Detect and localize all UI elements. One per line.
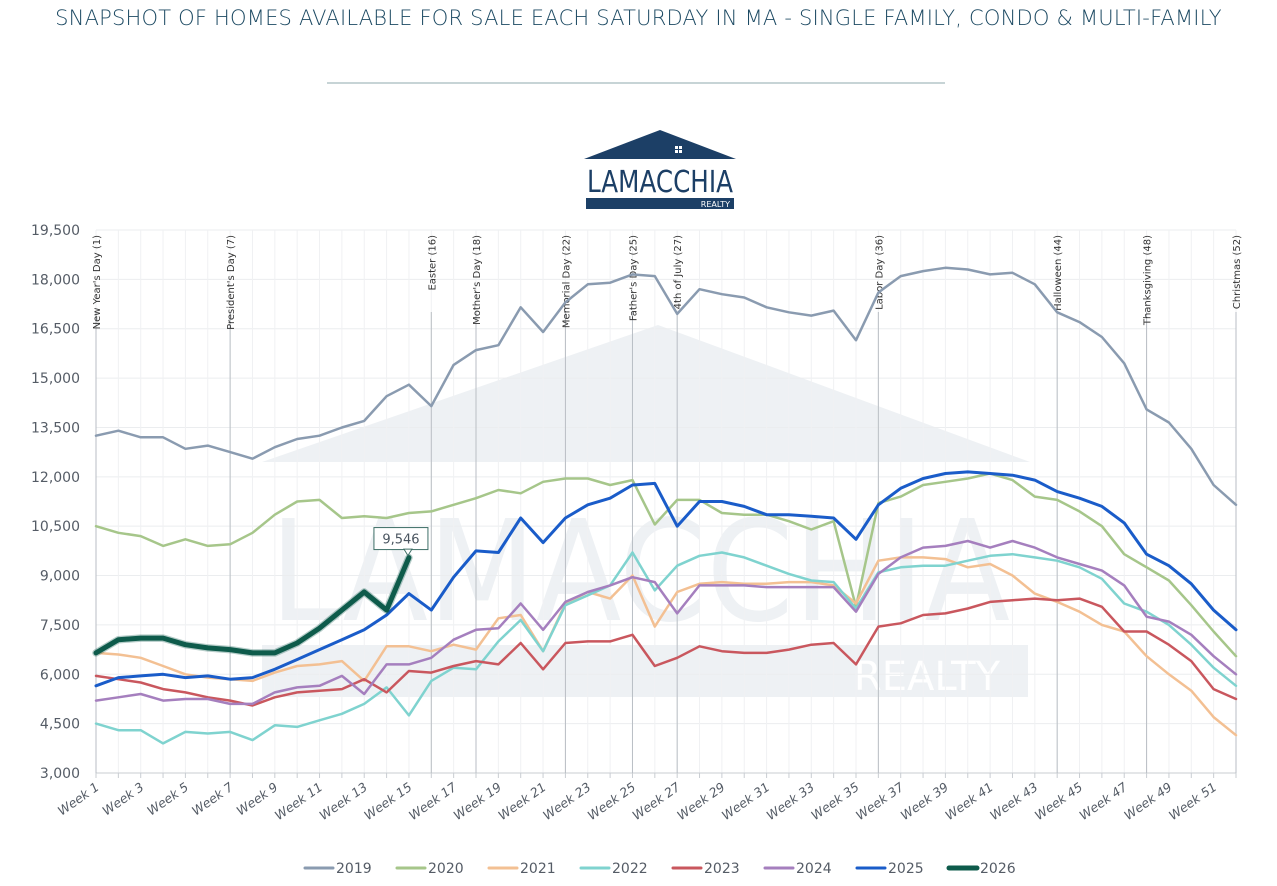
callout-value: 9,546	[382, 533, 419, 548]
y-tick-label: 15,000	[31, 371, 80, 387]
legend-item-2022[interactable]: 2022	[579, 861, 648, 877]
title-divider	[327, 82, 945, 84]
svg-text:REALTY: REALTY	[854, 654, 1001, 700]
logo-tagline: REALTY	[701, 200, 730, 209]
holiday-label: Father's Day (25)	[628, 235, 639, 321]
x-tick-label: Week 35	[808, 779, 862, 823]
x-tick-label: Week 25	[585, 779, 639, 823]
holiday-label: Labor Day (36)	[874, 235, 885, 310]
x-tick-label: Week 27	[629, 779, 683, 823]
legend-item-2021[interactable]: 2021	[487, 861, 556, 877]
y-tick-label: 12,000	[31, 470, 80, 486]
series-line-2026	[93, 555, 412, 656]
x-tick-label: Week 1	[55, 779, 102, 818]
y-tick-label: 9,000	[40, 569, 80, 585]
legend-label: 2026	[980, 861, 1016, 877]
logo-roof-icon	[584, 130, 736, 159]
x-tick-label: Week 43	[987, 779, 1041, 823]
x-tick-label: Week 17	[406, 779, 460, 823]
x-tick-label: Week 45	[1032, 779, 1086, 823]
x-tick-label: Week 41	[942, 779, 996, 823]
y-tick-label: 18,000	[31, 272, 80, 288]
holiday-label: Mother's Day (18)	[472, 235, 483, 325]
x-tick-label: Week 39	[898, 779, 952, 823]
series-line-2019	[94, 266, 1238, 507]
series-lines	[92, 266, 1238, 745]
legend-label: 2020	[428, 861, 464, 877]
y-tick-label: 13,500	[31, 420, 80, 436]
holiday-label: Thanksgiving (48)	[1143, 235, 1154, 326]
page-title: SNAPSHOT OF HOMES AVAILABLE FOR SALE EAC…	[55, 6, 1222, 30]
x-tick-label: Week 3	[99, 779, 146, 818]
y-tick-label: 19,500	[31, 223, 80, 239]
watermark-roof-icon	[262, 325, 1030, 462]
y-axis: 3,000 4,500 6,000 7,500 9,000 10,500 12,000 13,…	[31, 223, 80, 782]
y-tick-label: 10,500	[31, 519, 80, 535]
legend-item-2023[interactable]: 2023	[671, 861, 740, 877]
series-line-2024	[94, 539, 1238, 706]
x-tick-label: Week 7	[189, 779, 236, 818]
x-tick-label: Week 21	[495, 779, 549, 823]
x-tick-label: Week 37	[853, 779, 907, 823]
logo-wordmark: LAMACCHIA	[587, 165, 733, 200]
holiday-label: Memorial Day (22)	[561, 235, 572, 328]
legend-label: 2021	[520, 861, 556, 877]
x-tick-label: Week 49	[1121, 779, 1175, 823]
x-tick-label: Week 23	[540, 779, 594, 823]
value-callout: 9,546	[373, 527, 429, 557]
legend-label: 2019	[336, 861, 372, 877]
x-tick-label: Week 29	[674, 779, 728, 823]
x-tick-label: Week 13	[316, 779, 370, 823]
chart-grid	[95, 229, 1237, 774]
holiday-label: 4th of July (27)	[673, 235, 684, 309]
y-tick-label: 3,000	[40, 766, 80, 782]
legend-item-2020[interactable]: 2020	[395, 861, 464, 877]
y-tick-label: 6,000	[40, 667, 80, 683]
holiday-label: Halloween (44)	[1053, 235, 1064, 311]
x-tick-label: Week 51	[1166, 779, 1220, 823]
y-tick-label: 7,500	[40, 618, 80, 634]
x-tick-label: Week 33	[763, 779, 817, 823]
legend-label: 2024	[796, 861, 832, 877]
legend-item-2019[interactable]: 2019	[303, 861, 372, 877]
holiday-label: Christmas (52)	[1232, 235, 1243, 309]
series-line-2023	[94, 597, 1238, 707]
x-tick-label: Week 5	[144, 779, 191, 818]
x-tick-label: Week 15	[361, 779, 415, 823]
holiday-label: New Year's Day (1)	[92, 235, 103, 329]
series-line-2021	[94, 556, 1238, 737]
series-line-2020	[94, 472, 1238, 658]
holiday-label: President's Day (7)	[226, 235, 237, 330]
legend-item-2024[interactable]: 2024	[763, 861, 832, 877]
legend-label: 2025	[888, 861, 924, 877]
series-line-2022	[94, 551, 1238, 745]
holiday-markers: New Year's Day (1) President's Day (7) Eas…	[92, 235, 1243, 773]
x-tick-label: Week 19	[451, 779, 505, 823]
x-tick-label: Week 11	[272, 779, 326, 823]
y-tick-label: 4,500	[40, 717, 80, 733]
x-tick-label: Week 47	[1076, 779, 1130, 823]
legend-item-2026[interactable]: 2026	[946, 861, 1016, 877]
holiday-label: Easter (16)	[427, 235, 438, 291]
legend-item-2025[interactable]: 2025	[855, 861, 924, 877]
lamacchia-logo: LAMACCHIA REALTY	[584, 130, 736, 209]
chart-legend[interactable]: 2019 2020 2021 2022 2023 2024 2025 2026	[303, 861, 1016, 877]
y-tick-label: 16,500	[31, 322, 80, 338]
legend-label: 2023	[704, 861, 740, 877]
series-line-2025	[94, 470, 1238, 688]
legend-label: 2022	[612, 861, 648, 877]
svg-text:LAMACCHIA: LAMACCHIA	[270, 491, 1010, 654]
x-tick-label: Week 31	[719, 779, 773, 823]
